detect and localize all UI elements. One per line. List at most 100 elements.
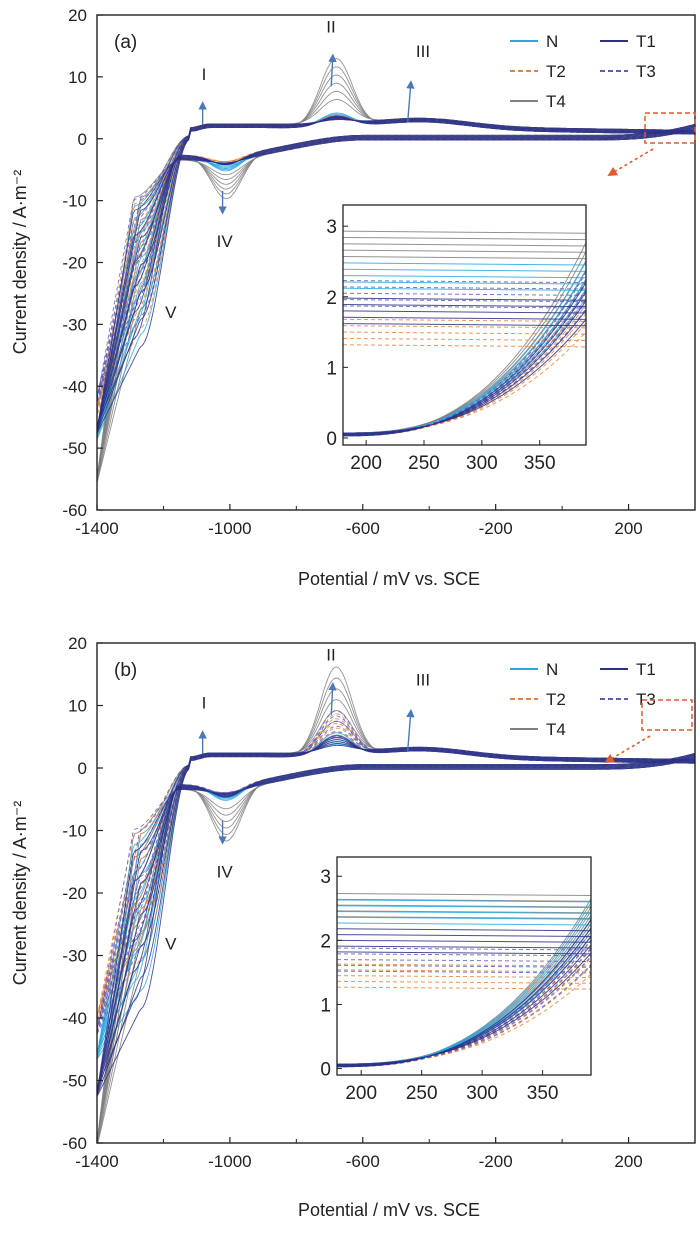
annotation-iii-arrow (406, 80, 415, 123)
x-tick-label: 200 (614, 519, 642, 538)
y-tick-label: -50 (62, 439, 87, 458)
legend-label-n: N (546, 32, 558, 51)
inset-lower-trace (337, 952, 591, 1065)
inset-upper-trace (337, 939, 591, 943)
inset-upper-trace (337, 980, 591, 984)
annotation-iii: III (416, 42, 430, 61)
inset-upper-trace (343, 243, 586, 247)
inset-chart: 200 250 300 350 3 2 1 0 (326, 204, 587, 474)
inset-upper-trace (343, 318, 586, 322)
series-t1-loop (97, 743, 695, 1094)
inset-y-tick-label: 1 (320, 995, 331, 1016)
annotation-i: I (202, 65, 207, 84)
y-tick-label: 20 (68, 634, 87, 653)
inset-upper-trace (337, 898, 591, 902)
inset-lower-trace (337, 927, 591, 1067)
y-tick-label: 0 (78, 759, 87, 778)
inset-upper-trace (343, 310, 586, 314)
inset-upper-trace (343, 344, 586, 348)
y-tick-label: 20 (68, 6, 87, 25)
inset-upper-trace (337, 947, 591, 951)
inset-upper-trace (337, 899, 591, 903)
x-tick-label: -200 (479, 1152, 513, 1171)
y-tick-label: -20 (62, 254, 87, 273)
inset-upper-trace (337, 934, 591, 938)
inset-series-t2 (343, 295, 586, 437)
chart-panel-a: -1400 -1000 -600 -200 20020100-10-20-30-40-5… (10, 6, 696, 589)
annotation-iv: IV (217, 862, 234, 881)
y-tick-label: 10 (68, 697, 87, 716)
x-tick-label: -1000 (208, 519, 251, 538)
curve-layer (97, 58, 695, 483)
series-t1-loop (97, 744, 695, 1094)
y-tick-label: -30 (62, 947, 87, 966)
y-tick-label: -20 (62, 884, 87, 903)
inset-x-tick-label: 250 (406, 1083, 438, 1104)
series-t1-curves (97, 115, 695, 434)
inset-chart: 200 250 300 350 3 2 1 0 (320, 856, 592, 1104)
inset-upper-trace (343, 280, 586, 284)
y-tick-label: -50 (62, 1072, 87, 1091)
inset-x-tick-label: 350 (524, 453, 556, 474)
inset-lower-trace (343, 299, 586, 435)
inset-y-tick-label: 2 (326, 288, 337, 309)
annotation-i: I (202, 694, 207, 713)
series-t1-loop (97, 117, 695, 432)
annotation-iii: III (416, 671, 430, 690)
inset-upper-trace (337, 911, 591, 914)
legend-label-t2: T2 (546, 62, 566, 81)
y-tick-label: -30 (62, 315, 87, 334)
inset-upper-trace (337, 905, 591, 909)
inset-upper-trace (343, 316, 586, 320)
series-t1-loop (97, 117, 695, 430)
inset-upper-trace (343, 230, 586, 234)
annotation-v: V (165, 303, 177, 322)
y-axis-label: Current density / A·m⁻² (10, 170, 30, 355)
y-tick-label: 0 (78, 130, 87, 149)
inset-upper-trace (337, 986, 591, 990)
zoom-pointer-arrow (604, 735, 651, 763)
inset-upper-trace (343, 297, 586, 301)
y-tick-label: -10 (62, 822, 87, 841)
inset-series-t3 (343, 271, 586, 437)
series-t1-loop (97, 118, 695, 431)
inset-upper-trace (337, 953, 591, 957)
inset-upper-trace (343, 249, 586, 253)
inset-y-tick-label: 0 (326, 429, 337, 450)
legend-label-t4: T4 (546, 720, 566, 739)
series-t1-curves (97, 735, 695, 1097)
x-axis-label: Potential / mV vs. SCE (298, 569, 480, 589)
series-t1-loop (97, 735, 695, 1097)
inset-upper-trace (337, 945, 591, 949)
zoom-region-box (641, 699, 693, 731)
inset-curve-layer (343, 230, 586, 437)
panel-label: (b) (114, 660, 137, 681)
legend-label-n: N (546, 660, 558, 679)
x-axis-label: Potential / mV vs. SCE (298, 1200, 480, 1220)
x-tick-label: -1400 (75, 1152, 118, 1171)
inset-frame (342, 204, 587, 446)
inset-upper-trace (343, 268, 586, 272)
inset-upper-trace (343, 287, 586, 291)
inset-upper-trace (343, 292, 586, 296)
inset-upper-trace (337, 910, 591, 914)
curve-layer (97, 666, 695, 1143)
inset-upper-trace (343, 299, 586, 303)
inset-lower-trace (343, 271, 586, 437)
inset-lower-trace (343, 304, 586, 436)
inset-x-tick-label: 200 (345, 1083, 377, 1104)
series-t1-loop (97, 739, 695, 1096)
series-t1-loop (97, 117, 695, 432)
chart-panel-b: -1400 -1000 -600 -200 20020100-10-20-30-40-5… (10, 634, 696, 1220)
series-t1-loop (97, 116, 695, 433)
inset-x-tick-label: 200 (350, 453, 382, 474)
legend-label-t2: T2 (546, 690, 566, 709)
y-tick-label: -40 (62, 1009, 87, 1028)
inset-frame (336, 856, 592, 1076)
legend-label-t1: T1 (636, 32, 656, 51)
y-tick-label: -10 (62, 192, 87, 211)
inset-upper-trace (337, 916, 591, 920)
inset-upper-trace (343, 325, 586, 329)
